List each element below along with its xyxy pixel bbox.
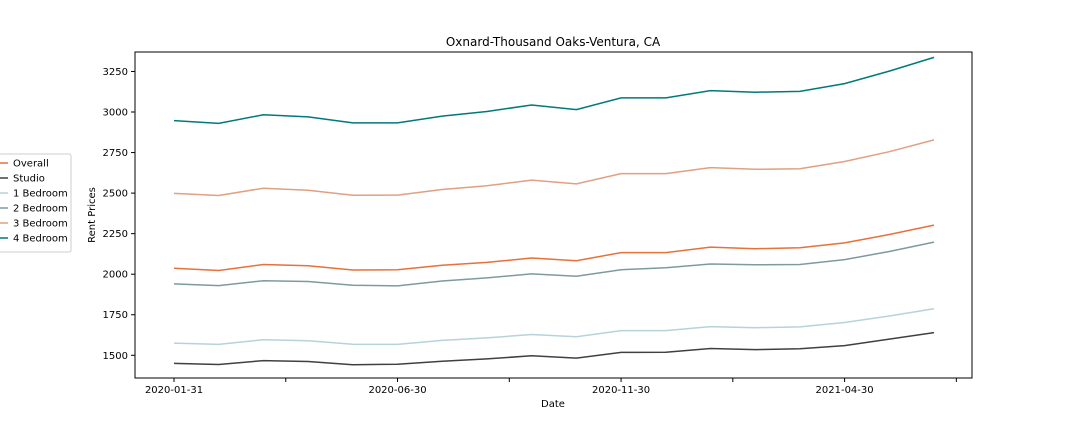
x-axis-label: Date: [541, 399, 565, 410]
plot-area: 1500 1750 2000 2250 2500 2750 3000 3250 2020-01-…: [103, 51, 973, 396]
legend-label-3-bedroom: 3 Bedroom: [13, 219, 68, 230]
chart-title: Oxnard-Thousand Oaks-Ventura, CA: [446, 35, 661, 49]
series-line-overall: [173, 224, 935, 272]
plot-frame: [134, 51, 973, 379]
legend: Overall Studio 1 Bedroom 2 Bedroom 3 Bedroom…: [0, 153, 72, 253]
y-tick-label: 3250: [103, 67, 128, 78]
legend-label-4-bedroom: 4 Bedroom: [13, 234, 68, 245]
y-tick-label: 1750: [103, 310, 128, 321]
x-tick-label: 2020-11-30: [592, 385, 650, 396]
x-tick-label: 2020-01-31: [145, 385, 203, 396]
legend-label-2-bedroom: 2 Bedroom: [13, 204, 68, 215]
series-line-2-bedroom: [173, 241, 935, 287]
x-tick-label: 2020-06-30: [368, 385, 426, 396]
y-tick-label: 2000: [103, 270, 128, 281]
y-tick-label: 3000: [103, 108, 128, 119]
y-axis-label: Rent Prices: [87, 187, 98, 243]
series-line-4-bedroom: [173, 56, 935, 125]
series-line-studio: [173, 331, 935, 366]
legend-box: [0, 153, 72, 253]
y-tick-label: 2250: [103, 229, 128, 240]
legend-label-studio: Studio: [13, 174, 45, 185]
x-tick-label: 2021-04-30: [816, 385, 874, 396]
series-line-1-bedroom: [173, 307, 935, 346]
y-tick-label: 2750: [103, 148, 128, 159]
legend-label-overall: Overall: [13, 159, 49, 170]
series-line-3-bedroom: [173, 139, 935, 197]
y-tick-label: 1500: [103, 351, 128, 362]
y-tick-label: 2500: [103, 189, 128, 200]
legend-label-1-bedroom: 1 Bedroom: [13, 189, 68, 200]
